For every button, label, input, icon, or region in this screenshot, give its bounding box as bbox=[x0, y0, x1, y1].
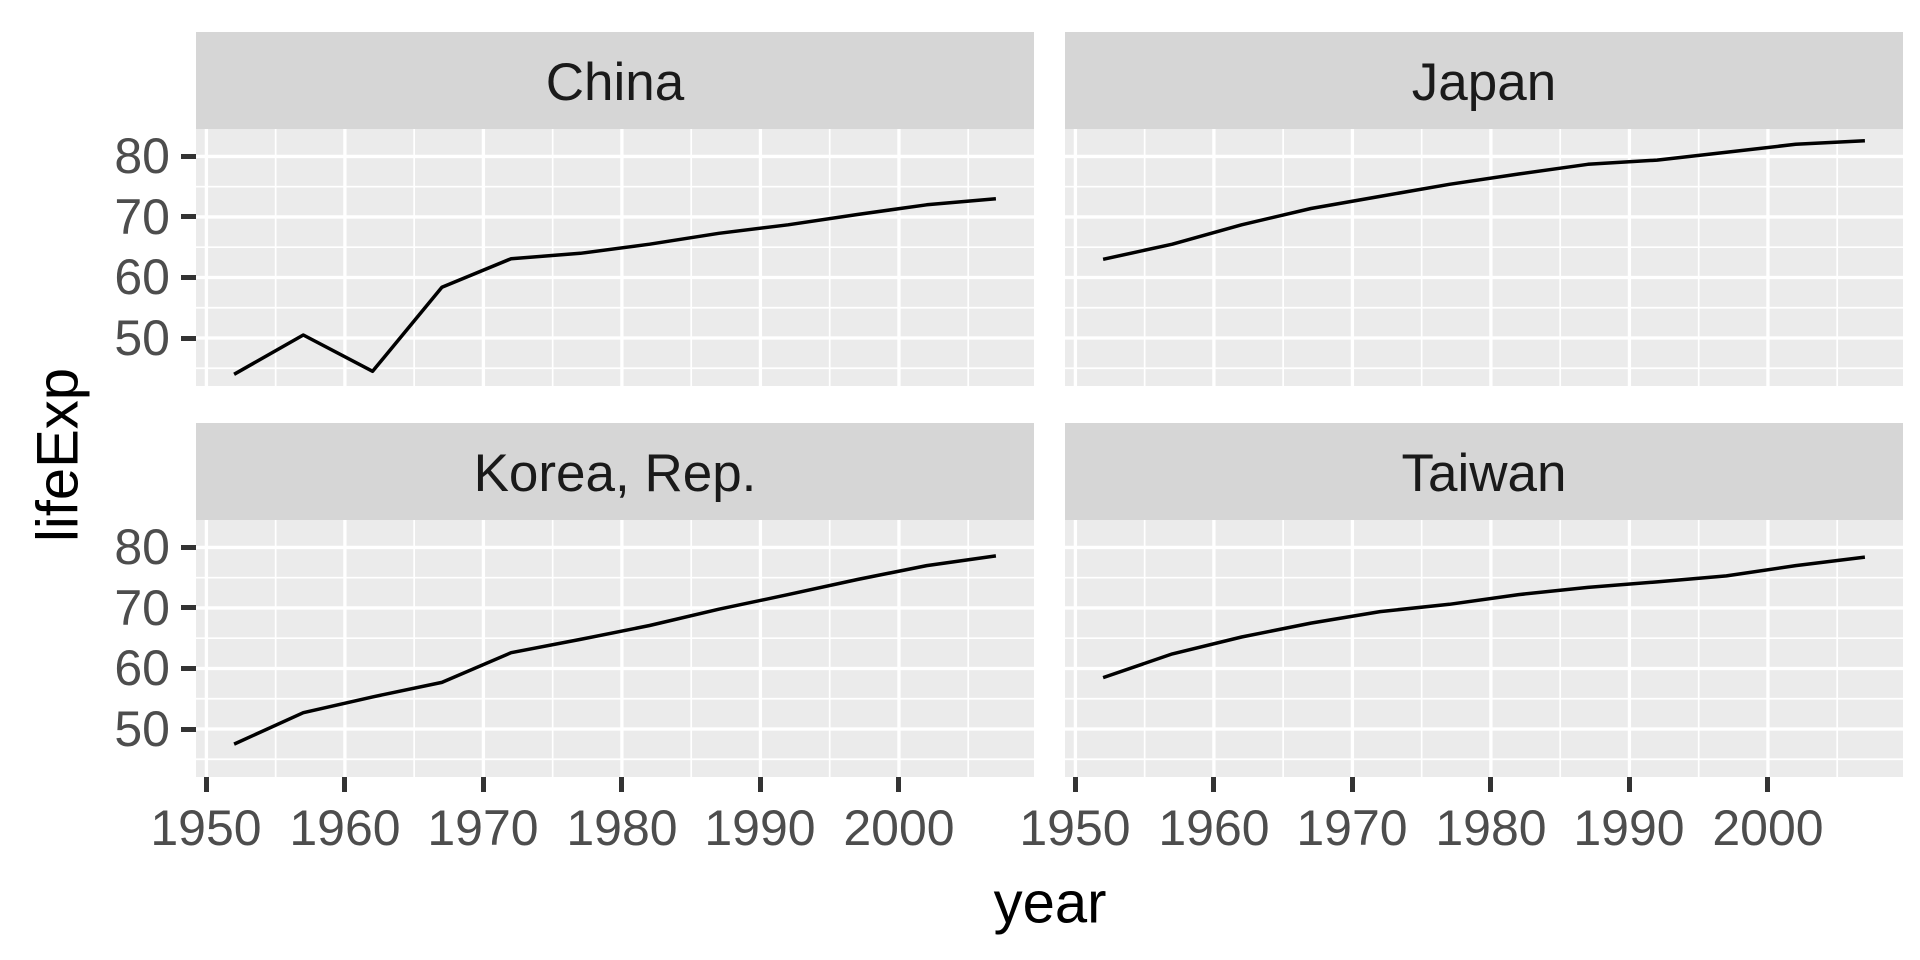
panel-background bbox=[196, 129, 1034, 386]
facet-strip-label: China bbox=[545, 53, 685, 112]
y-tick-mark bbox=[181, 214, 196, 219]
x-tick-label: 1960 bbox=[289, 800, 401, 856]
x-tick-label: 1980 bbox=[566, 800, 678, 856]
y-tick-mark bbox=[181, 727, 196, 732]
panel-background bbox=[196, 520, 1034, 777]
facet-strip-label: Taiwan bbox=[1401, 444, 1567, 503]
x-tick-mark bbox=[896, 777, 901, 792]
x-tick-label: 1950 bbox=[1019, 800, 1131, 856]
y-tick-label: 50 bbox=[114, 701, 170, 757]
panel-background bbox=[1065, 129, 1903, 386]
x-tick-mark bbox=[1073, 777, 1078, 792]
x-tick-label: 1970 bbox=[427, 800, 539, 856]
x-tick-label: 1990 bbox=[1573, 800, 1685, 856]
facet-strip-label: Japan bbox=[1411, 53, 1557, 112]
x-tick-mark bbox=[204, 777, 209, 792]
x-tick-mark bbox=[481, 777, 486, 792]
facet-strip-label: Korea, Rep. bbox=[473, 444, 757, 503]
x-tick-label: 2000 bbox=[1712, 800, 1824, 856]
y-tick-label: 80 bbox=[114, 128, 170, 184]
x-tick-label: 2000 bbox=[843, 800, 955, 856]
x-tick-mark bbox=[342, 777, 347, 792]
y-tick-mark bbox=[181, 545, 196, 550]
x-tick-label: 1960 bbox=[1158, 800, 1270, 856]
y-tick-label: 50 bbox=[114, 310, 170, 366]
x-tick-mark bbox=[1211, 777, 1216, 792]
y-tick-mark bbox=[181, 336, 196, 341]
y-tick-mark bbox=[181, 275, 196, 280]
x-tick-label: 1950 bbox=[150, 800, 262, 856]
facet-strip: Taiwan bbox=[1065, 423, 1903, 520]
y-tick-mark bbox=[181, 666, 196, 671]
x-tick-label: 1990 bbox=[704, 800, 816, 856]
facet-panel bbox=[196, 129, 1034, 386]
y-tick-label: 80 bbox=[114, 519, 170, 575]
y-tick-mark bbox=[181, 605, 196, 610]
x-axis-title: year bbox=[993, 870, 1107, 936]
y-axis-title: lifeExp bbox=[25, 367, 91, 543]
lifeexp-line bbox=[233, 197, 997, 376]
facet-panel bbox=[196, 520, 1034, 777]
x-tick-mark bbox=[1627, 777, 1632, 792]
lifeexp-line bbox=[1102, 555, 1866, 680]
x-tick-mark bbox=[758, 777, 763, 792]
x-tick-mark bbox=[1350, 777, 1355, 792]
facet-panel bbox=[1065, 520, 1903, 777]
y-tick-label: 60 bbox=[114, 640, 170, 696]
facet-strip: Korea, Rep. bbox=[196, 423, 1034, 520]
panel-background bbox=[1065, 520, 1903, 777]
lifeexp-line bbox=[233, 554, 997, 746]
y-tick-label: 70 bbox=[114, 580, 170, 636]
x-tick-mark bbox=[1488, 777, 1493, 792]
y-tick-mark bbox=[181, 154, 196, 159]
y-tick-label: 70 bbox=[114, 189, 170, 245]
lifeexp-line bbox=[1102, 138, 1865, 262]
facet-strip: China bbox=[196, 32, 1034, 129]
x-tick-mark bbox=[1765, 777, 1770, 792]
x-tick-label: 1980 bbox=[1435, 800, 1547, 856]
x-tick-label: 1970 bbox=[1296, 800, 1408, 856]
facet-strip: Japan bbox=[1065, 32, 1903, 129]
x-tick-mark bbox=[619, 777, 624, 792]
y-tick-label: 60 bbox=[114, 249, 170, 305]
facet-panel bbox=[1065, 129, 1903, 386]
